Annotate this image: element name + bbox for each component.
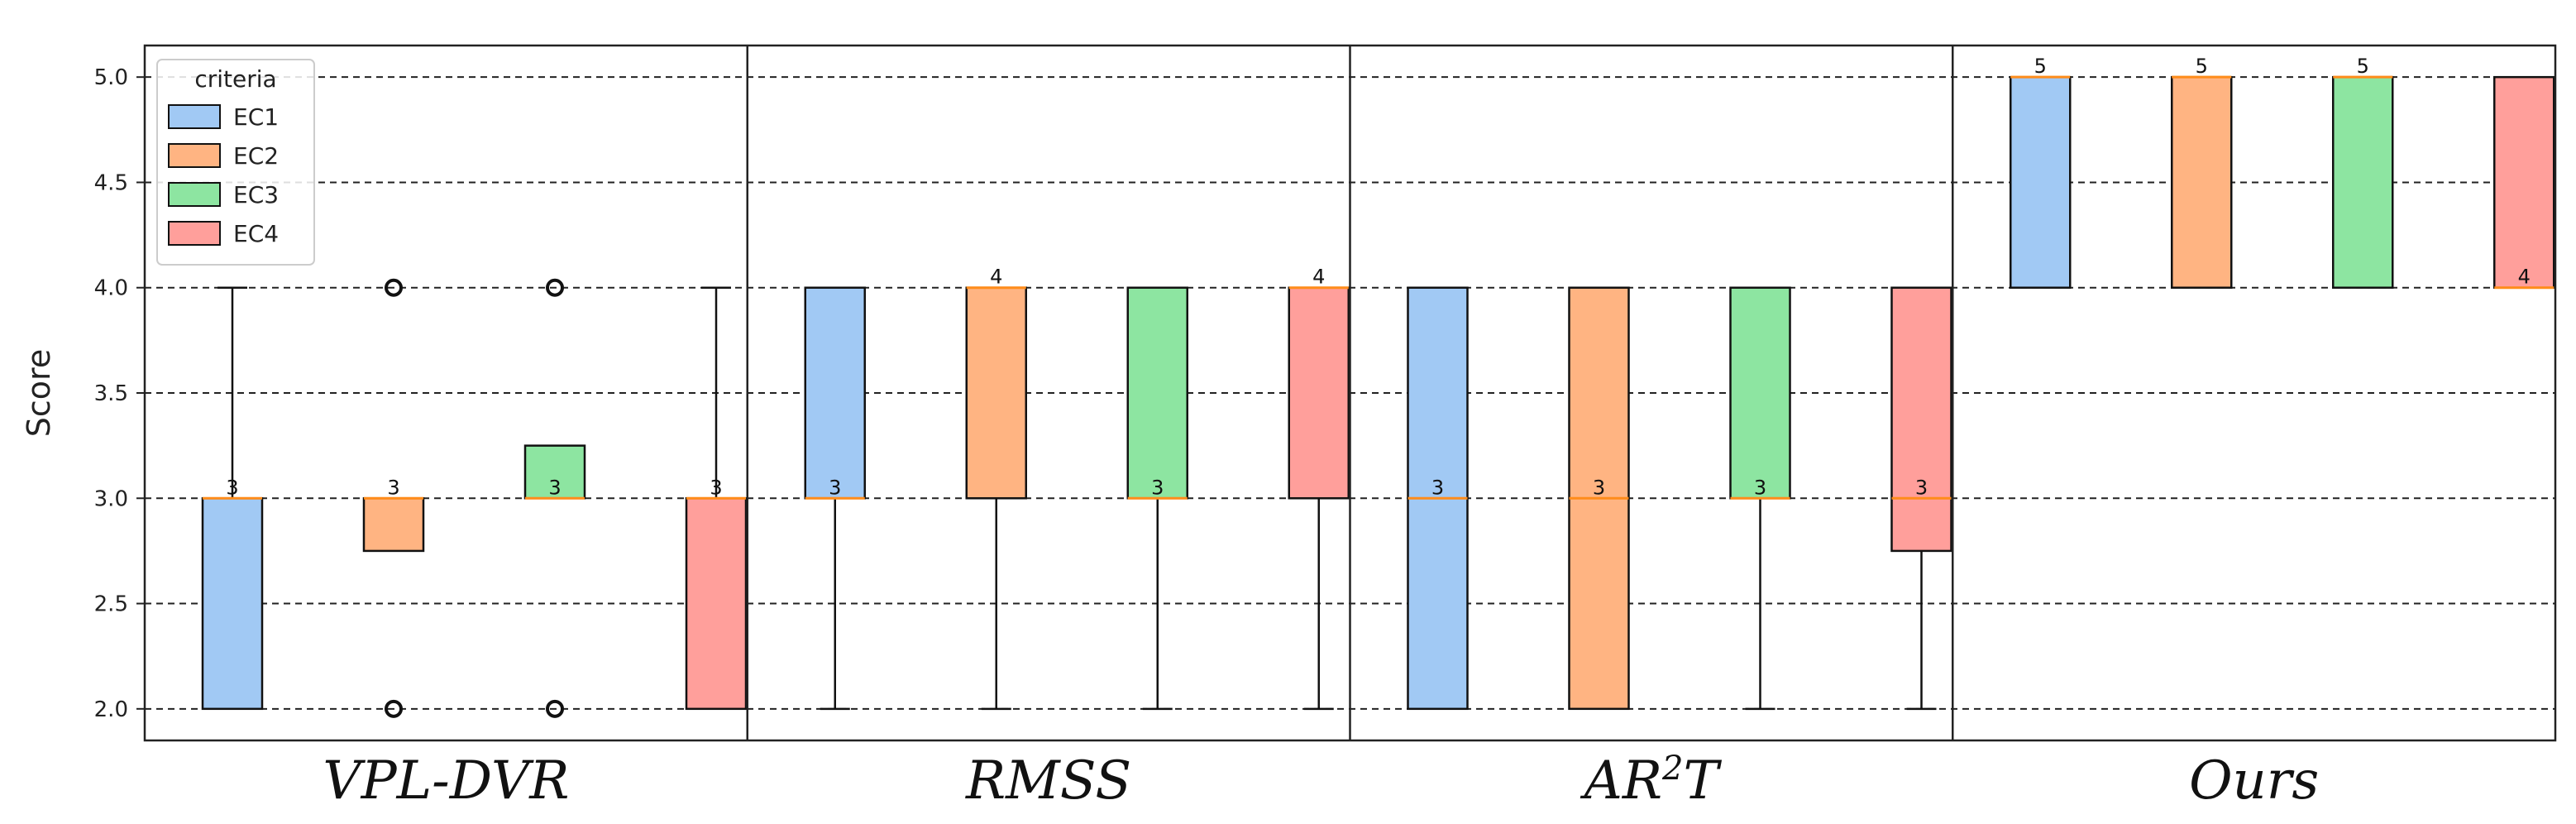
- median-label: 3: [829, 476, 841, 499]
- box-Ours-EC3: 5: [2332, 55, 2394, 289]
- median-label: 4: [1312, 266, 1325, 289]
- box-AR2T-EC4: 3: [1890, 286, 1952, 711]
- y-axis-label: Score: [21, 349, 57, 437]
- box-RMSS-EC1: 3: [804, 286, 866, 711]
- box-AR2T-EC2: 3: [1568, 286, 1630, 711]
- median-label: 4: [990, 266, 1002, 289]
- legend-swatch: [168, 182, 221, 207]
- median-label: 4: [2518, 266, 2531, 289]
- outlier-point: [385, 699, 403, 718]
- box-Ours-EC4: 4: [2493, 75, 2555, 290]
- outlier-point: [385, 278, 403, 297]
- median-label: 3: [1431, 476, 1444, 499]
- box-body: [523, 444, 586, 500]
- box-RMSS-EC3: 3: [1126, 286, 1188, 711]
- box-body: [1729, 286, 1791, 500]
- y-tick-label: 4.5: [94, 170, 128, 195]
- legend-entry-label: EC3: [233, 181, 279, 208]
- box-VPL-DVR-EC3: 3: [523, 278, 586, 718]
- group-label: VPL-DVR: [323, 750, 569, 812]
- box-body: [804, 286, 866, 500]
- y-tick-label: 2.5: [94, 592, 128, 617]
- median-label: 3: [226, 476, 238, 499]
- median-label: 3: [548, 476, 561, 499]
- median-label: 3: [1754, 476, 1766, 499]
- group-label: RMSS: [965, 750, 1131, 812]
- median-label: 3: [387, 476, 399, 499]
- box-RMSS-EC2: 4: [965, 266, 1027, 711]
- box-body: [2171, 75, 2233, 289]
- box-body: [362, 497, 425, 553]
- box-body: [2493, 75, 2555, 289]
- box-AR2T-EC3: 3: [1729, 286, 1791, 711]
- box-Ours-EC1: 5: [2010, 55, 2072, 289]
- plot-frame: [143, 44, 2557, 742]
- y-tick-label: 5.0: [94, 65, 128, 90]
- box-body: [685, 497, 748, 711]
- axis-layer: 2.0 2.5 3.0 3.5 4.0 4.5 5.0 Score VPL-DVR RMSS AR2…: [21, 44, 2557, 812]
- box-VPL-DVR-EC4: 3: [685, 286, 748, 711]
- box-body: [1288, 286, 1350, 500]
- group-label-part: T: [1683, 750, 1722, 812]
- legend-entry-label: EC4: [233, 220, 279, 247]
- median-label: 3: [1151, 476, 1164, 499]
- y-tick-label: 3.5: [94, 381, 128, 406]
- box-body: [201, 497, 264, 711]
- group-label-part: RMSS: [965, 750, 1131, 812]
- legend-entry-label: EC2: [233, 142, 279, 170]
- legend-entry-label: EC1: [233, 103, 279, 131]
- median-label: 5: [2034, 55, 2047, 78]
- y-tick-label: 3.0: [94, 486, 128, 511]
- outlier-point: [546, 699, 564, 718]
- legend: criteria EC1 EC2 EC3 EC4: [156, 59, 315, 266]
- box-VPL-DVR-EC2: 3: [362, 278, 425, 718]
- box-body: [1126, 286, 1188, 500]
- box-body: [1890, 286, 1952, 553]
- y-tick-label: 2.0: [94, 697, 128, 722]
- box-VPL-DVR-EC1: 3: [201, 286, 264, 711]
- median-label: 3: [1593, 476, 1605, 499]
- box-body: [2010, 75, 2072, 289]
- box-RMSS-EC4: 4: [1288, 266, 1350, 711]
- box-layer: 3 3 3 3 3 4 3 4 3 3 3 3 5 5 5 4: [201, 55, 2555, 718]
- box-body: [965, 286, 1027, 500]
- group-label-superscript: 2: [1661, 750, 1683, 788]
- median-label: 5: [2357, 55, 2369, 78]
- box-Ours-EC2: 5: [2171, 55, 2233, 289]
- box-AR2T-EC1: 3: [1407, 286, 1469, 711]
- legend-swatch: [168, 104, 221, 129]
- legend-swatch: [168, 143, 221, 168]
- group-label-part: AR: [1580, 750, 1662, 812]
- group-label: Ours: [2189, 750, 2319, 812]
- group-label: AR2T: [1580, 750, 1723, 812]
- legend-title: criteria: [194, 65, 276, 93]
- y-tick-label: 4.0: [94, 276, 128, 301]
- group-label-part: Ours: [2189, 750, 2319, 812]
- median-label: 3: [710, 476, 722, 499]
- box-body: [2332, 75, 2394, 289]
- median-label: 5: [2196, 55, 2208, 78]
- group-label-part: VPL-DVR: [323, 750, 569, 812]
- median-label: 3: [1915, 476, 1928, 499]
- legend-swatch: [168, 221, 221, 246]
- outlier-point: [546, 278, 564, 297]
